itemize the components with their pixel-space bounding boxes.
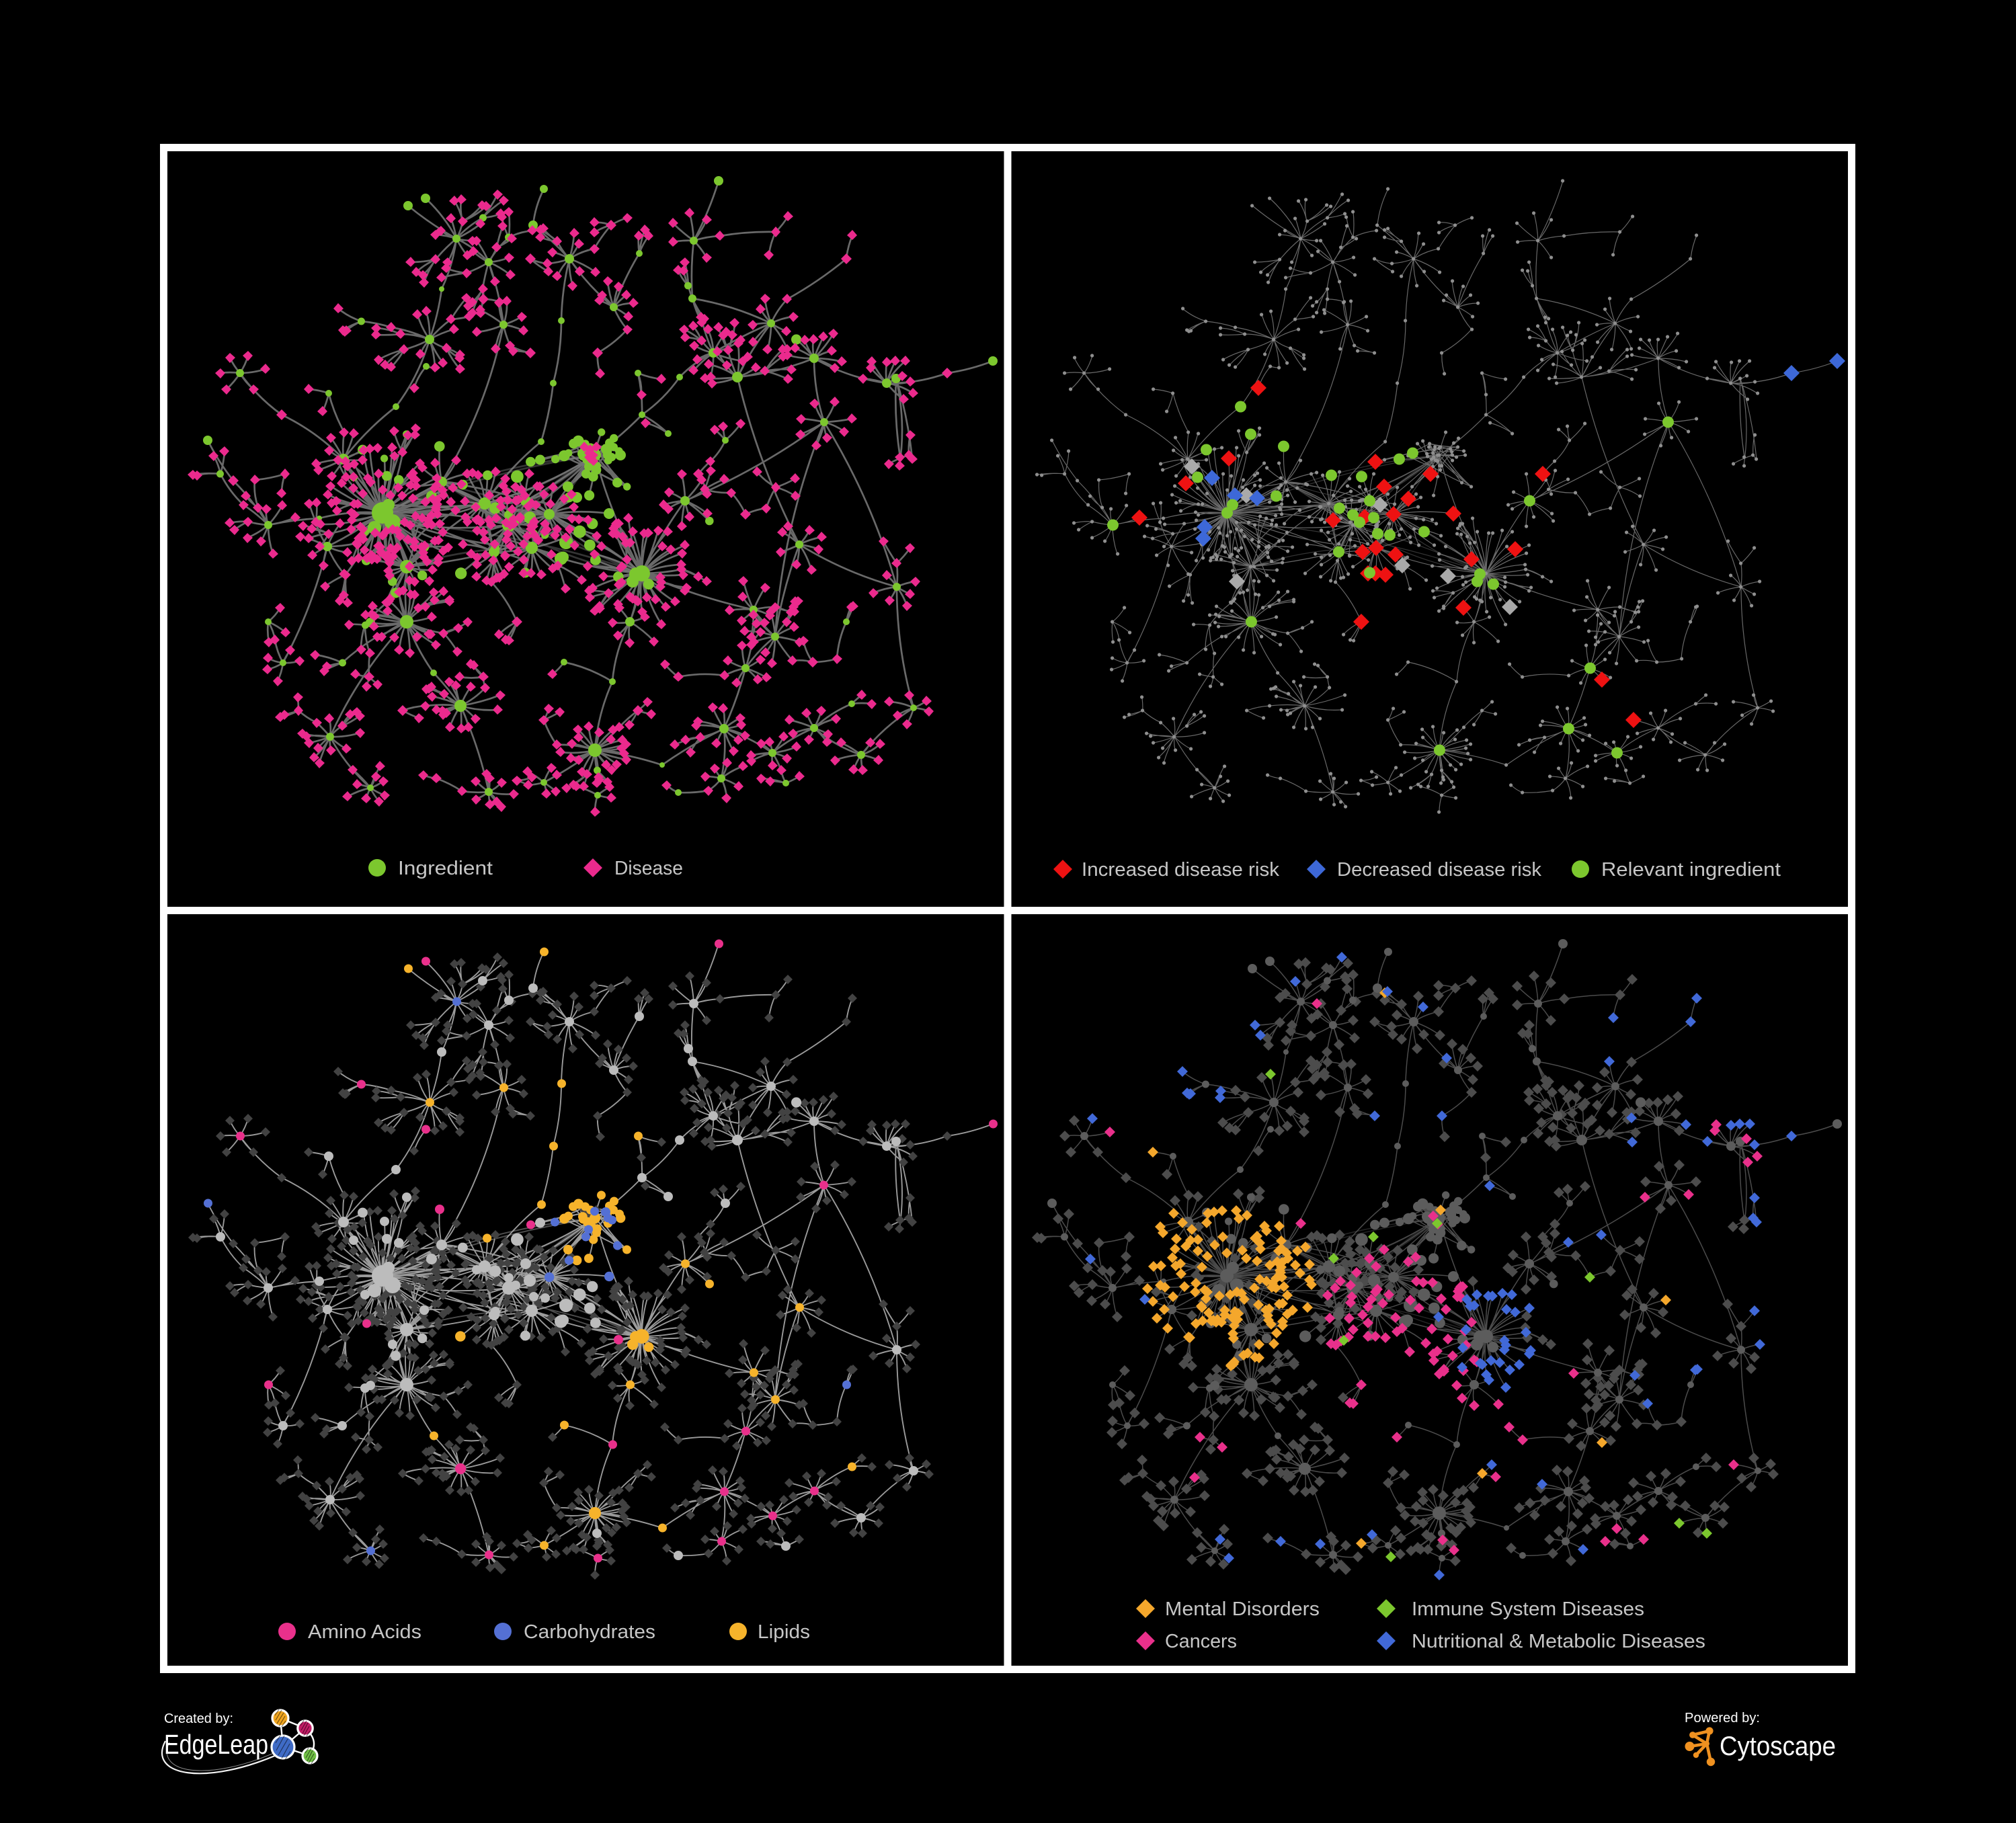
svg-text:Cytoscape: Cytoscape bbox=[1720, 1732, 1836, 1761]
svg-text:Created by:: Created by: bbox=[164, 1711, 233, 1726]
svg-text:Lipids: Lipids bbox=[758, 1621, 810, 1643]
svg-text:Immune System Diseases: Immune System Diseases bbox=[1412, 1598, 1644, 1620]
svg-text:Decreased disease risk: Decreased disease risk bbox=[1337, 859, 1541, 881]
svg-text:Nutritional & Metabolic Diseas: Nutritional & Metabolic Diseases bbox=[1412, 1631, 1705, 1652]
svg-text:Disease: Disease bbox=[614, 858, 683, 879]
svg-text:Mental Disorders: Mental Disorders bbox=[1165, 1598, 1320, 1620]
svg-text:Amino Acids: Amino Acids bbox=[308, 1621, 421, 1643]
svg-text:Ingredient: Ingredient bbox=[398, 858, 493, 879]
svg-text:Carbohydrates: Carbohydrates bbox=[524, 1621, 655, 1643]
svg-text:EdgeLeap: EdgeLeap bbox=[164, 1729, 268, 1760]
svg-text:Increased disease risk: Increased disease risk bbox=[1082, 859, 1280, 881]
svg-text:Relevant ingredient: Relevant ingredient bbox=[1601, 859, 1781, 881]
svg-text:Powered by:: Powered by: bbox=[1685, 1711, 1760, 1726]
svg-text:Cancers: Cancers bbox=[1165, 1631, 1237, 1652]
